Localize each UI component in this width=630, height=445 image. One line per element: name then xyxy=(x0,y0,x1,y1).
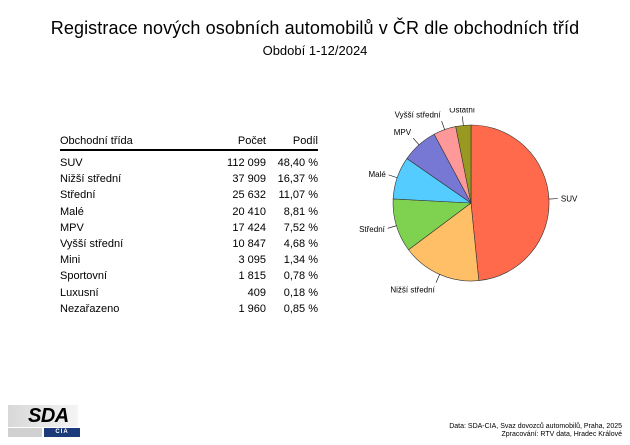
leader-line xyxy=(412,137,420,145)
row-count: 1 960 xyxy=(238,302,266,315)
chart-subtitle: Období 1-12/2024 xyxy=(262,43,368,58)
leader-line xyxy=(388,174,398,179)
chart-title: Registrace nových osobních automobilů v … xyxy=(50,18,580,38)
row-class: Vyšší střední xyxy=(60,238,124,251)
header-share: Podíl xyxy=(292,135,318,147)
table-row: Vyšší střední 10 847 4,68 % xyxy=(60,236,318,252)
row-class: Mini xyxy=(60,254,81,267)
logo-subtext: CIA xyxy=(44,428,80,437)
row-share: 11,07 % xyxy=(278,189,318,202)
slice-label: MPV xyxy=(394,128,412,137)
row-class: Sportovní xyxy=(60,270,108,283)
slice-label: Nižší střední xyxy=(390,285,435,294)
row-count: 3 095 xyxy=(238,254,266,267)
row-share: 0,18 % xyxy=(283,286,318,299)
header-class: Obchodní třída xyxy=(60,135,133,147)
table-body: SUV 112 099 48,40 % Nižší střední 37 909 16,3… xyxy=(60,155,318,317)
sda-logo: SDA CIA xyxy=(8,405,80,437)
table-row: Luxusní 409 0,18 % xyxy=(60,285,318,301)
leader-line xyxy=(387,225,397,229)
row-class: Luxusní xyxy=(60,286,99,299)
table-row: Mini 3 095 1,34 % xyxy=(60,252,318,268)
table-row: Sportovní 1 815 0,78 % xyxy=(60,268,318,284)
source-note: Data: SDA-CIA, Svaz dovozců automobilů, … xyxy=(449,423,622,439)
leader-line xyxy=(441,121,445,130)
table-row: Malé 20 410 8,81 % xyxy=(60,204,318,220)
pie-chart: SUV Nižší střední Střední Malé MPV Vyšší stře… xyxy=(359,108,578,294)
header-count: Počet xyxy=(237,135,266,147)
table-row: Nižší střední 37 909 16,37 % xyxy=(60,171,318,187)
row-class: Nižší střední xyxy=(60,173,122,186)
leader-line xyxy=(435,274,440,283)
source-line-1: Data: SDA-CIA, Svaz dovozců automobilů, … xyxy=(449,423,622,430)
class-table: Obchodní třída Počet Podíl SUV 112 099 48,… xyxy=(60,132,318,317)
slice-label: Malé xyxy=(368,170,386,179)
row-class: MPV xyxy=(60,221,84,234)
row-count: 112 099 xyxy=(227,157,266,170)
row-share: 0,85 % xyxy=(283,302,318,315)
slice-label: Ostatní xyxy=(449,108,476,114)
leader-line xyxy=(462,116,464,126)
row-class: Střední xyxy=(60,189,96,202)
table-header: Obchodní třída Počet Podíl xyxy=(60,132,318,151)
slice-label: SUV xyxy=(561,194,578,203)
row-count: 10 847 xyxy=(232,238,266,251)
pie-slice xyxy=(455,124,472,204)
row-class: Nezařazeno xyxy=(60,302,120,315)
table-row: Nezařazeno 1 960 0,85 % xyxy=(60,301,318,317)
pie-slice xyxy=(470,124,550,281)
row-class: Malé xyxy=(60,205,84,218)
row-share: 48,40 % xyxy=(277,157,318,170)
row-count: 37 909 xyxy=(232,173,266,186)
row-count: 1 815 xyxy=(238,270,266,283)
row-count: 20 410 xyxy=(232,205,266,218)
slice-label: Střední xyxy=(359,225,386,234)
source-line-2: Zpracování: RTV data, Hradec Králové xyxy=(501,431,622,438)
slice-label: Vyšší střední xyxy=(395,110,442,119)
logo-text: SDA xyxy=(28,405,69,427)
table-row: Střední 25 632 11,07 % xyxy=(60,187,318,203)
row-share: 1,34 % xyxy=(283,254,318,267)
row-count: 17 424 xyxy=(232,221,266,234)
row-count: 409 xyxy=(247,286,266,299)
row-share: 16,37 % xyxy=(277,173,318,186)
row-share: 4,68 % xyxy=(283,238,318,251)
row-class: SUV xyxy=(60,157,83,170)
row-share: 0,78 % xyxy=(283,270,318,283)
row-share: 8,81 % xyxy=(283,205,318,218)
table-row: MPV 17 424 7,52 % xyxy=(60,220,318,236)
table-row: SUV 112 099 48,40 % xyxy=(60,155,318,171)
row-share: 7,52 % xyxy=(283,221,318,234)
row-count: 25 632 xyxy=(232,189,266,202)
pie-slice xyxy=(408,202,480,282)
